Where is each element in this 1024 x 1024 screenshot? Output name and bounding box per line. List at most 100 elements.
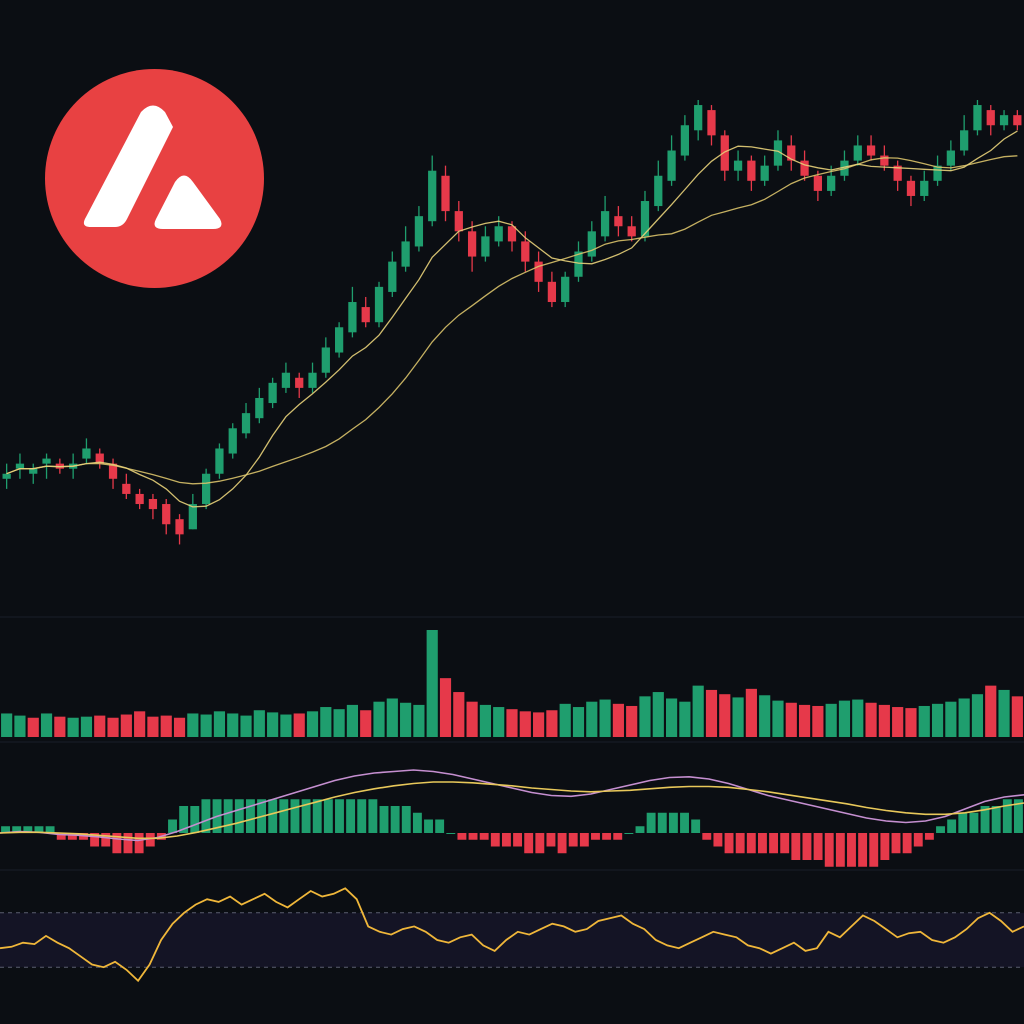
candle-body xyxy=(521,241,530,262)
macd-histogram-bar xyxy=(568,833,578,847)
candle-body xyxy=(494,226,503,242)
volume-bar xyxy=(280,714,292,737)
volume-bar xyxy=(599,699,611,737)
volume-bar xyxy=(559,703,571,737)
macd-histogram-bar xyxy=(435,819,445,833)
volume-bar xyxy=(346,704,359,737)
logo-large-triangle xyxy=(83,105,173,227)
candle-body xyxy=(853,145,862,161)
volume-bar xyxy=(386,698,398,737)
candle-body xyxy=(880,155,889,166)
volume-bar xyxy=(453,692,465,737)
candle-body xyxy=(374,286,384,323)
macd-histogram-bar xyxy=(835,833,845,867)
macd-histogram-bar xyxy=(746,833,756,854)
macd-signal-line xyxy=(0,781,1024,840)
macd-histogram-bar xyxy=(290,799,300,833)
candle-body xyxy=(108,463,118,479)
macd-histogram-bar xyxy=(602,833,612,840)
macd-histogram-bar xyxy=(412,812,422,833)
volume-bar xyxy=(572,707,585,737)
volume-bar xyxy=(107,717,119,737)
volume-bar xyxy=(439,678,452,737)
macd-histogram-bar xyxy=(401,806,411,833)
candle-body xyxy=(268,382,277,404)
candle-body xyxy=(920,180,929,196)
candle-body xyxy=(547,281,557,303)
volume-bar xyxy=(825,703,837,737)
candle-body xyxy=(202,473,211,505)
volume-bar xyxy=(772,700,784,737)
macd-histogram-bar xyxy=(1,826,11,833)
volume-bar xyxy=(665,698,678,737)
macd-histogram-bar xyxy=(557,833,567,854)
candle-body xyxy=(481,236,490,257)
volume-bar xyxy=(838,700,851,737)
macd-histogram-bar xyxy=(735,833,745,854)
macd-histogram-bar xyxy=(1002,799,1012,833)
volume-bar xyxy=(80,716,93,737)
macd-histogram-bar xyxy=(67,833,77,840)
candle-body xyxy=(999,115,1009,126)
candle-body xyxy=(401,241,410,267)
macd-histogram-bar xyxy=(190,806,200,833)
macd-histogram-bar xyxy=(468,833,478,840)
volume-bar xyxy=(586,701,598,737)
macd-histogram-bar xyxy=(179,806,189,833)
macd-histogram-bar xyxy=(301,799,311,833)
candle-body xyxy=(747,160,756,181)
volume-bar xyxy=(546,710,558,737)
macd-histogram-bar xyxy=(936,826,945,833)
macd-histogram-bar xyxy=(457,833,467,840)
candle-body xyxy=(893,165,902,181)
macd-histogram-bar xyxy=(45,826,55,833)
macd-histogram-bar xyxy=(379,806,389,833)
volume-bar xyxy=(958,698,970,737)
volume-bar xyxy=(360,710,372,737)
volume-bar xyxy=(759,695,771,737)
candle-body xyxy=(215,448,224,474)
candle-body xyxy=(361,307,370,323)
macd-histogram-bar xyxy=(168,819,177,833)
candle-body xyxy=(388,261,397,292)
macd-histogram-bar xyxy=(145,833,155,847)
candle-body xyxy=(561,276,570,303)
macd-histogram-bar xyxy=(479,833,489,840)
logo-circle xyxy=(45,69,264,288)
candle-body xyxy=(760,165,769,181)
macd-histogram-bar xyxy=(490,833,500,847)
macd-histogram-bar xyxy=(134,833,144,854)
macd-histogram-bar xyxy=(680,812,689,833)
volume-bar xyxy=(612,703,624,737)
volume-bar xyxy=(466,701,478,737)
volume-bar xyxy=(679,701,691,737)
macd-histogram-bar xyxy=(991,806,1001,833)
macd-histogram-bar xyxy=(268,799,278,833)
candle-body xyxy=(135,493,144,505)
volume-bar xyxy=(945,701,957,737)
volume-bar xyxy=(985,685,997,737)
volume-bar xyxy=(519,711,531,737)
candle-body xyxy=(800,160,809,176)
macd-histogram-bar xyxy=(646,812,656,833)
macd-histogram-bar xyxy=(913,833,923,847)
price-panel xyxy=(2,100,1022,545)
macd-histogram-bar xyxy=(824,833,834,867)
volume-bar xyxy=(240,715,252,737)
macd-histogram-bar xyxy=(34,826,44,833)
macd-histogram-bar xyxy=(613,833,623,840)
volume-bar xyxy=(67,717,79,737)
volume-bar xyxy=(493,707,505,737)
volume-bar xyxy=(892,707,904,737)
candle-body xyxy=(773,140,783,166)
volume-bar xyxy=(267,712,279,737)
candle-body xyxy=(640,201,650,237)
volume-bar xyxy=(798,704,811,737)
volume-bar xyxy=(692,685,704,737)
candle-body xyxy=(574,251,583,277)
candle-body xyxy=(255,397,264,419)
volume-bar xyxy=(745,688,757,737)
candle-body xyxy=(467,231,477,257)
volume-bar xyxy=(1011,696,1023,737)
volume-bar xyxy=(253,710,265,737)
